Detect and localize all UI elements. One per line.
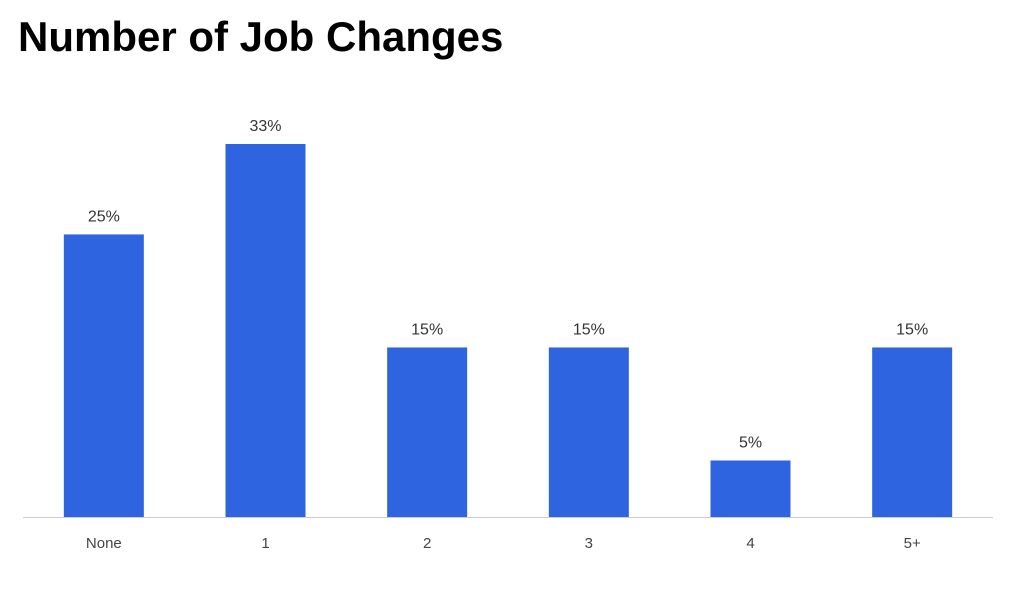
- bar: [872, 347, 953, 517]
- value-label: 15%: [896, 322, 928, 339]
- value-label: 5%: [739, 435, 762, 452]
- x-tick-label: None: [86, 535, 122, 552]
- value-label: 33%: [249, 118, 281, 135]
- x-tick-label: 3: [585, 535, 593, 552]
- value-label: 15%: [573, 322, 605, 339]
- x-tick-label: 4: [746, 535, 754, 552]
- bar: [225, 144, 306, 517]
- bar: [710, 460, 791, 517]
- x-tick-label: 5+: [904, 535, 921, 552]
- bar: [548, 347, 629, 517]
- value-label: 25%: [88, 209, 120, 226]
- value-label: 15%: [411, 322, 443, 339]
- bar: [387, 347, 468, 517]
- x-tick-label: 1: [261, 535, 269, 552]
- x-tick-label: 2: [423, 535, 431, 552]
- chart-title: Number of Job Changes: [18, 13, 503, 60]
- bar: [63, 234, 144, 517]
